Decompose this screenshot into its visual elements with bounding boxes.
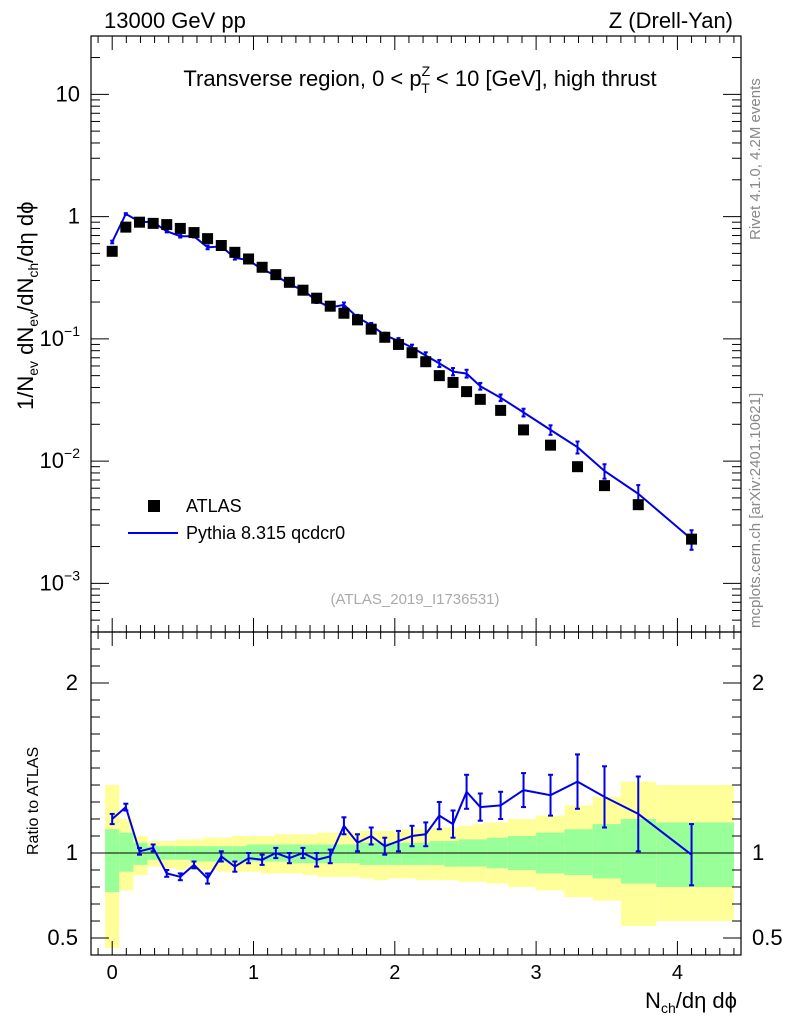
data-series	[106, 216, 698, 545]
ratio-band-green	[444, 841, 459, 867]
ratio-y-tick-label-right: 1	[752, 840, 764, 865]
atlas-data-point	[229, 246, 241, 258]
atlas-data-point	[147, 217, 159, 229]
atlas-data-point	[243, 253, 255, 265]
ratio-band-green	[359, 842, 374, 865]
ratio-band-green	[592, 824, 621, 879]
ratio-band-green	[416, 842, 431, 865]
atlas-data-point	[461, 386, 473, 398]
atlas-data-point	[379, 331, 391, 343]
legend-mc-label: Pythia 8.315 qcdcr0	[186, 523, 345, 543]
x-tick-label: 3	[531, 962, 542, 984]
x-tick-label: 2	[389, 962, 400, 984]
atlas-data-point	[256, 261, 268, 273]
mcplots-label: mcplots.cern.ch [arXiv:2401.10621]	[747, 393, 764, 628]
ratio-bands	[105, 781, 734, 949]
plot-title: Transverse region, 0 < pZ T < 10 [GeV], h…	[183, 63, 656, 96]
ratio-band-green	[204, 846, 219, 862]
ratio-band-green	[288, 844, 303, 864]
atlas-data-point	[545, 439, 557, 451]
atlas-data-point	[106, 245, 118, 257]
ratio-band-green	[105, 829, 120, 893]
ratio-y-tick-label-left: 2	[66, 670, 78, 695]
x-tick-label: 4	[672, 962, 683, 984]
legend: ATLAS Pythia 8.315 qcdcr0	[128, 496, 345, 543]
y-axis-label: 1/Nev dNev/dNch/dη dϕ	[13, 202, 41, 410]
atlas-data-point	[518, 424, 530, 436]
atlas-data-point	[599, 480, 610, 492]
atlas-data-point	[632, 499, 644, 511]
atlas-data-point	[447, 376, 459, 388]
header-energy: 13000 GeV pp	[104, 8, 246, 33]
header-process: Z (Drell-Yan)	[609, 8, 733, 33]
atlas-data-point	[324, 300, 336, 312]
atlas-data-point	[161, 219, 173, 231]
atlas-data-point	[406, 347, 418, 359]
ratio-band-green	[564, 829, 593, 876]
atlas-data-point	[352, 314, 363, 326]
analysis-id: (ATLAS_2019_I1736531)	[330, 591, 499, 608]
atlas-data-point	[495, 404, 507, 416]
ratio-frame	[90, 631, 742, 956]
ratio-y-tick-label-left: 1	[66, 840, 78, 865]
atlas-data-point	[297, 284, 309, 296]
x-tick-label: 1	[248, 962, 259, 984]
x-axis-label: Nch/dη dϕ	[645, 988, 737, 1016]
atlas-data-point	[338, 307, 350, 319]
atlas-data-point	[420, 356, 432, 368]
atlas-data-point	[474, 393, 486, 405]
ratio-band-green	[331, 844, 346, 864]
atlas-data-point	[572, 461, 584, 473]
ratio-band-green	[387, 842, 402, 865]
atlas-data-point	[120, 221, 132, 233]
atlas-data-point	[686, 533, 698, 545]
x-tick-label: 0	[107, 962, 118, 984]
ratio-y-tick-label-left: 0.5	[47, 925, 78, 950]
legend-data-label: ATLAS	[186, 496, 242, 516]
ratio-y-tick-label-right: 2	[752, 670, 764, 695]
rivet-label: Rivet 4.1.0, 4.2M events	[747, 78, 764, 240]
main-axes: 10 1 10−1 10−2 10−3	[40, 35, 741, 633]
ratio-band-green	[345, 844, 360, 864]
ratio-y-label: Ratio to ATLAS	[25, 747, 42, 855]
ratio-band-green	[401, 842, 416, 865]
ratio-band-green	[656, 822, 734, 887]
y-tick-label: 10−2	[40, 445, 81, 473]
atlas-data-point	[433, 370, 445, 382]
ratio-band-green	[189, 846, 205, 862]
ratio-axes: 0 1 2 3 4 2 2 1 1 0.5 0.5	[47, 631, 783, 984]
ratio-band-green	[119, 832, 134, 872]
ratio-band-green	[317, 844, 332, 864]
atlas-data-point	[311, 292, 323, 304]
atlas-data-point	[174, 222, 186, 234]
y-tick-label: 10−3	[40, 567, 81, 595]
atlas-data-point	[270, 269, 282, 281]
ratio-y-tick-label-right: 0.5	[752, 925, 783, 950]
atlas-data-point	[283, 276, 295, 288]
ratio-mc-series	[109, 753, 695, 887]
y-tick-label: 10	[56, 81, 80, 106]
atlas-data-point	[215, 240, 227, 252]
atlas-data-point	[365, 323, 377, 335]
y-tick-label: 10−1	[40, 323, 81, 351]
atlas-data-point	[392, 338, 404, 350]
atlas-data-point	[202, 233, 214, 245]
atlas-data-point	[188, 227, 200, 239]
ratio-band-green	[232, 846, 247, 862]
legend-data-marker	[148, 500, 160, 512]
atlas-data-point	[133, 216, 145, 228]
y-tick-label: 1	[68, 204, 80, 229]
